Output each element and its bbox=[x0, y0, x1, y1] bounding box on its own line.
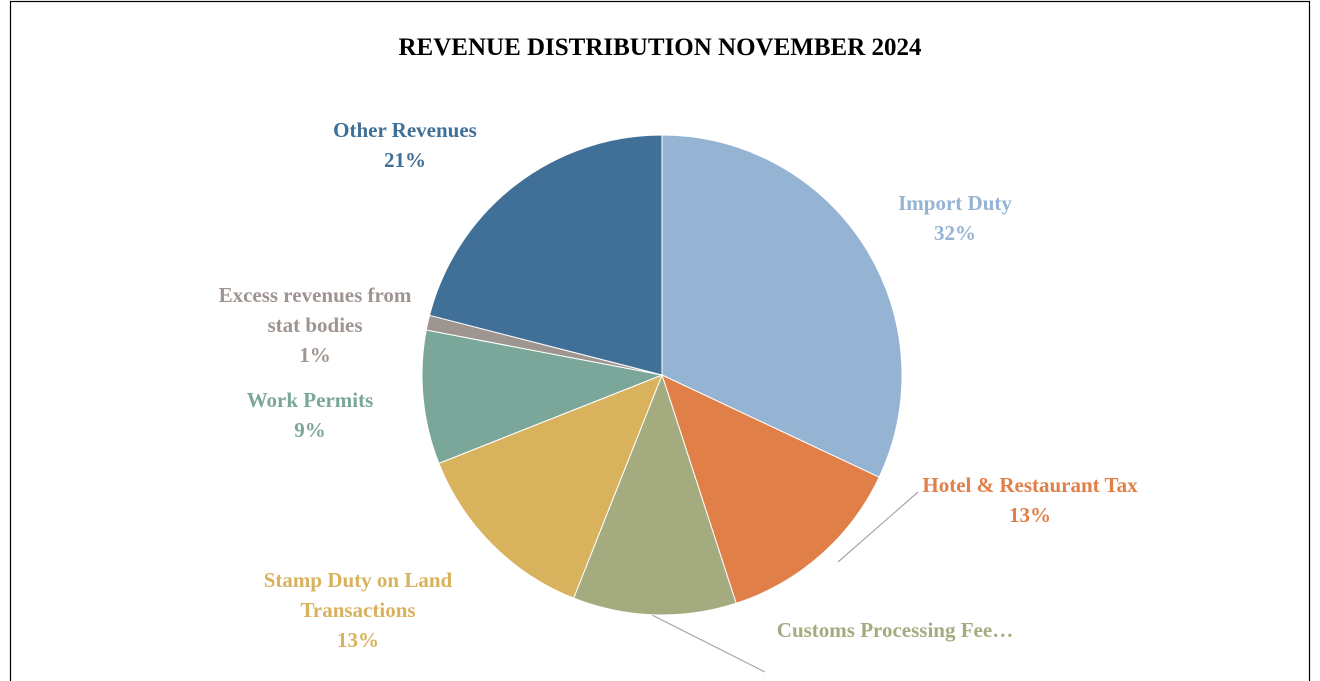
value-label: 1% bbox=[299, 343, 331, 367]
value-label: 13% bbox=[337, 628, 379, 652]
slice-label: Hotel & Restaurant Tax 13% bbox=[910, 470, 1150, 530]
chart-frame bbox=[9, 0, 1311, 681]
slice-label: Other Revenues 21% bbox=[295, 115, 515, 175]
pie-slice bbox=[421, 329, 664, 464]
category-label: Import Duty bbox=[898, 191, 1012, 215]
leader-line bbox=[649, 613, 766, 673]
pie-slice bbox=[661, 134, 903, 478]
value-label: 32% bbox=[934, 221, 976, 245]
pie-slice bbox=[438, 374, 663, 599]
category-label: Excess revenues from stat bodies bbox=[218, 283, 412, 337]
category-label: Hotel & Restaurant Tax bbox=[922, 473, 1138, 497]
slice-label: Excess revenues from stat bodies 1% bbox=[215, 280, 415, 370]
category-label: Customs Processing Fee… bbox=[776, 618, 1014, 642]
leader-line bbox=[837, 491, 919, 563]
category-label: Work Permits bbox=[246, 388, 374, 412]
slice-label: Import Duty 32% bbox=[855, 188, 1055, 248]
pie-slice bbox=[661, 374, 880, 604]
chart-title: REVENUE DISTRIBUTION NOVEMBER 2024 bbox=[398, 34, 922, 61]
category-label: Other Revenues bbox=[333, 118, 477, 142]
pie-slice bbox=[573, 373, 737, 616]
slice-label: Customs Processing Fee… bbox=[770, 615, 1020, 645]
value-label: 9% bbox=[294, 418, 326, 442]
category-label: Stamp Duty on Land Transactions bbox=[263, 568, 453, 622]
value-label: 13% bbox=[1009, 503, 1051, 527]
pie-slice bbox=[428, 134, 663, 376]
value-label: 21% bbox=[384, 148, 426, 172]
slice-label: Work Permits 9% bbox=[210, 385, 410, 445]
slice-label: Stamp Duty on Land Transactions 13% bbox=[233, 565, 483, 655]
